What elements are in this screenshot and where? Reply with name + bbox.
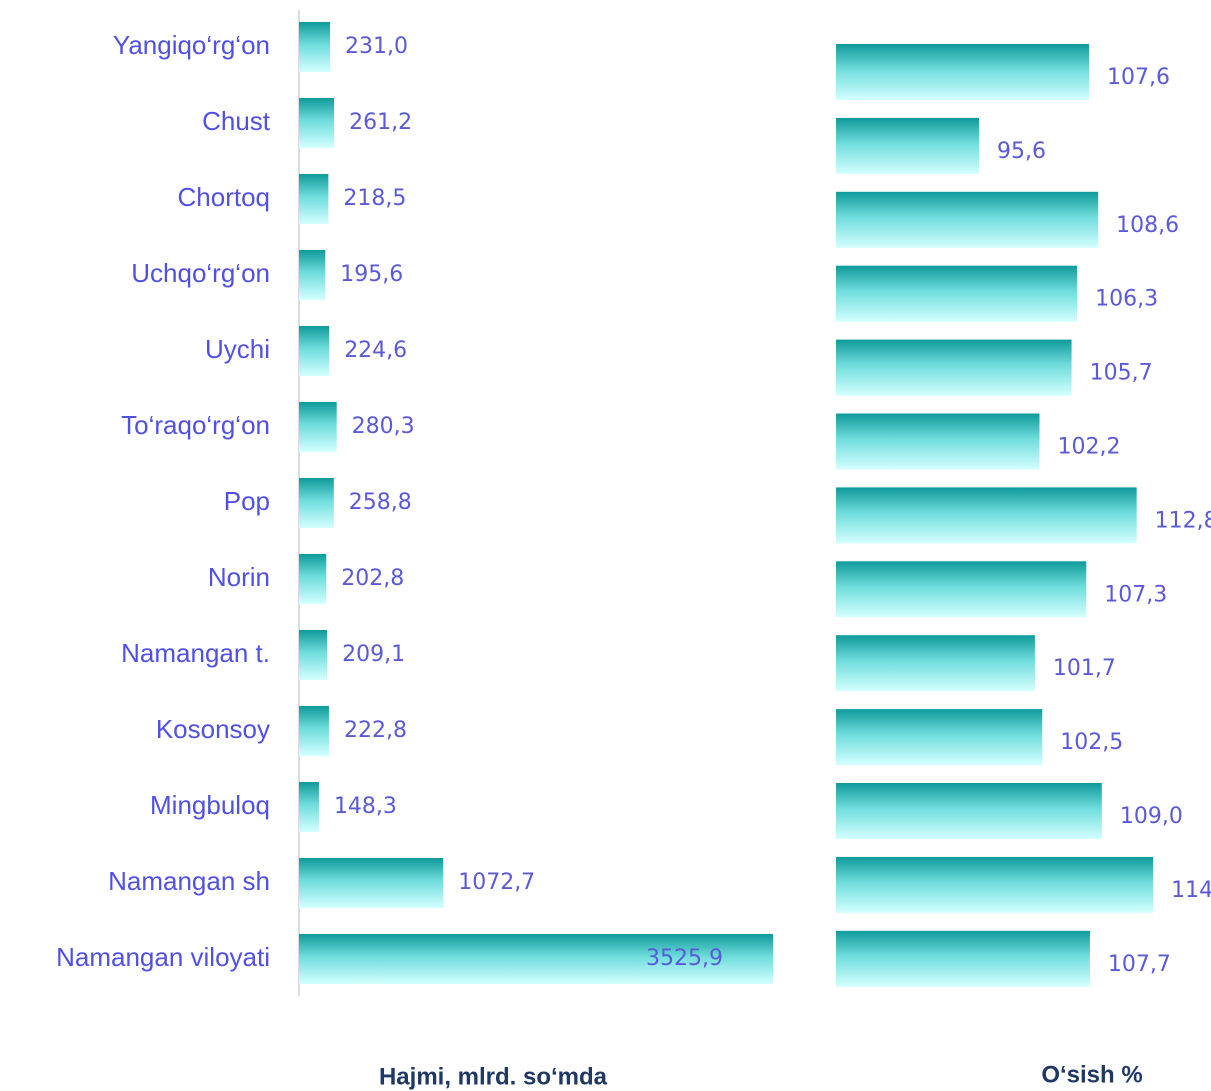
bar <box>836 487 1137 544</box>
category-label: Uychi <box>205 334 270 364</box>
x-axis-label: O‘sish % <box>1041 1061 1142 1088</box>
value-label: 148,3 <box>334 794 397 819</box>
bar <box>299 858 444 908</box>
bar <box>299 934 774 984</box>
value-label: 102,2 <box>1058 435 1121 460</box>
value-label: 209,1 <box>342 642 405 667</box>
bar <box>836 44 1089 100</box>
bar <box>836 856 1154 913</box>
value-label: 102,5 <box>1060 730 1123 755</box>
value-label: 112,8 <box>1155 508 1211 533</box>
category-label: To‘raqo‘rg‘on <box>121 410 270 440</box>
value-label: 105,7 <box>1090 361 1153 386</box>
bar <box>299 782 319 832</box>
bar <box>836 339 1072 396</box>
value-label: 224,6 <box>344 338 407 363</box>
category-label: Namangan viloyati <box>56 942 270 972</box>
bar <box>836 561 1087 618</box>
category-label: Uchqo‘rg‘on <box>131 258 270 288</box>
category-label: Pop <box>224 486 270 516</box>
bar <box>836 930 1090 987</box>
category-label: Norin <box>208 562 270 592</box>
category-label: Chust <box>202 106 271 136</box>
bar <box>299 706 329 756</box>
value-label: 258,8 <box>349 490 412 515</box>
category-label: Mingbuloq <box>150 790 270 820</box>
x-axis-label: Hajmi, mlrd. so‘mda <box>379 1063 608 1090</box>
bar <box>299 22 331 72</box>
bar <box>299 250 326 300</box>
value-label: 95,6 <box>997 139 1046 164</box>
value-label: 114,6 <box>1171 878 1211 903</box>
bar <box>836 709 1043 766</box>
bar <box>836 265 1078 322</box>
bar <box>836 635 1035 692</box>
category-label: Chortoq <box>178 182 271 212</box>
value-label: 1072,7 <box>458 870 535 895</box>
value-label: 107,6 <box>1107 65 1170 90</box>
category-label: Namangan t. <box>121 638 270 668</box>
bar <box>836 783 1102 839</box>
value-label: 195,6 <box>340 262 403 287</box>
value-label: 109,0 <box>1120 804 1183 829</box>
bar <box>299 174 329 224</box>
value-label: 231,0 <box>345 34 408 59</box>
value-label: 202,8 <box>341 566 404 591</box>
bar <box>299 554 327 604</box>
value-label: 222,8 <box>344 718 407 743</box>
value-label: 3525,9 <box>646 946 723 971</box>
bar <box>299 326 330 376</box>
value-label: 107,7 <box>1108 952 1171 977</box>
category-label: Kosonsoy <box>156 714 270 744</box>
bar <box>836 413 1040 470</box>
bar <box>836 191 1099 248</box>
bar <box>836 117 979 174</box>
value-label: 218,5 <box>343 186 406 211</box>
bar <box>299 98 335 148</box>
value-label: 108,6 <box>1116 213 1179 238</box>
value-label: 261,2 <box>349 110 412 135</box>
value-label: 280,3 <box>352 414 415 439</box>
bar <box>299 478 334 528</box>
category-label: Namangan sh <box>108 866 270 896</box>
bar <box>299 630 328 680</box>
value-label: 101,7 <box>1053 656 1116 681</box>
bar <box>299 402 337 452</box>
category-label: Yangiqo‘rg‘on <box>113 30 270 60</box>
value-label: 107,3 <box>1104 582 1167 607</box>
value-label: 106,3 <box>1095 287 1158 312</box>
